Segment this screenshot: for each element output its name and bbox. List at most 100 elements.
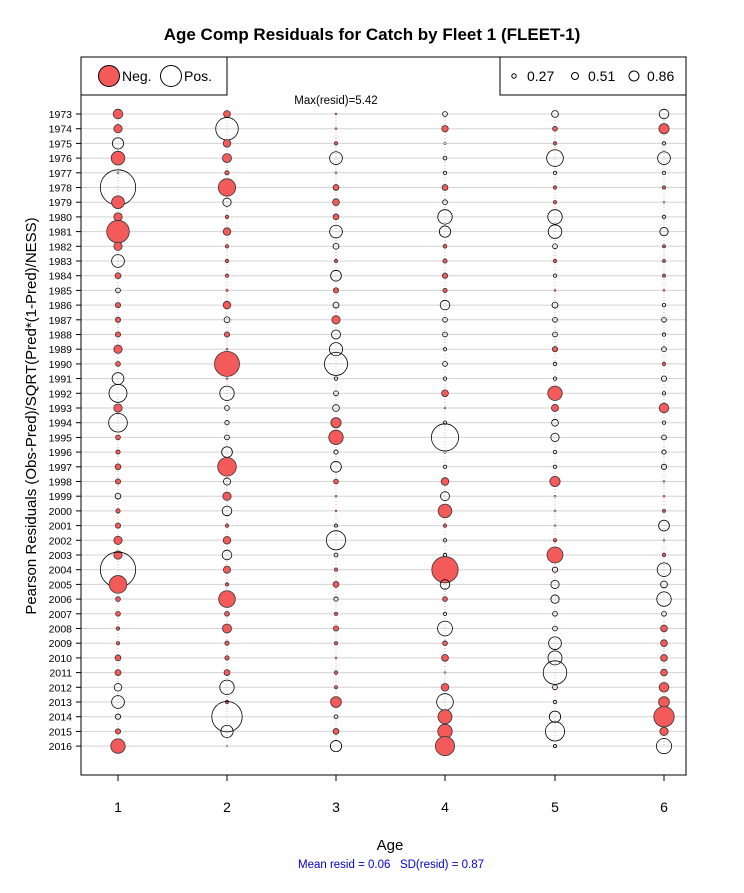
bubble-age1-2006 <box>115 596 121 602</box>
bubble-age5-2004 <box>551 566 559 573</box>
bubble-age3-2003 <box>333 552 339 558</box>
bubble-age6-1973 <box>658 108 670 120</box>
bubble-age3-1973 <box>334 112 338 116</box>
bubble-age1-2008 <box>115 626 121 631</box>
bubble-age5-2001 <box>553 524 557 527</box>
bubble-age3-1984 <box>330 269 342 282</box>
chart-title: Age Comp Residuals for Catch by Fleet 1 … <box>164 25 581 44</box>
x-tick-label: 5 <box>551 799 559 815</box>
bubble-age4-1987 <box>442 316 448 323</box>
bubble-age1-1986 <box>114 302 122 309</box>
bubble-age5-1985 <box>553 289 557 292</box>
y-tick-label: 1999 <box>49 491 73 503</box>
bubble-age1-1987 <box>114 316 122 323</box>
x-tick-label: 2 <box>223 799 231 815</box>
bubble-age4-1995 <box>430 423 459 452</box>
bubble-age4-1989 <box>442 347 448 352</box>
bubble-age2-1979 <box>222 197 232 207</box>
bubble-age4-2004 <box>431 556 459 584</box>
x-tick-label: 1 <box>114 799 122 815</box>
pos-legend-label: Pos. <box>184 68 212 84</box>
bubble-age4-1994 <box>442 420 448 425</box>
bubble-age6-2011 <box>660 668 668 677</box>
bubble-age1-1997 <box>114 463 122 471</box>
bubble-age2-2001 <box>224 523 230 528</box>
bubble-age2-1977 <box>224 170 230 176</box>
bubble-age1-1999 <box>114 492 122 500</box>
y-tick-label: 1982 <box>49 241 73 253</box>
bubble-age6-2016 <box>656 738 673 755</box>
bubble-age4-2012 <box>440 683 450 692</box>
bubble-age5-2013 <box>552 699 558 705</box>
bubble-age3-1991 <box>333 376 339 381</box>
y-tick-label: 2016 <box>49 741 73 753</box>
y-tick-label: 2006 <box>49 594 73 606</box>
bubble-age2-2014 <box>211 701 243 733</box>
bubble-age3-1999 <box>334 494 338 498</box>
max-resid-label: Max(resid)=5.42 <box>294 95 377 107</box>
bubble-age2-2009 <box>224 640 230 646</box>
bubble-age3-2001 <box>334 523 338 528</box>
bubble-age4-2016 <box>434 736 456 757</box>
bubble-age1-2007 <box>115 610 121 617</box>
bubble-age4-2005 <box>439 579 451 590</box>
bubble-age2-1990 <box>214 351 240 377</box>
bubble-age6-2010 <box>660 654 668 662</box>
bubble-age4-2001 <box>442 523 448 528</box>
bubble-age1-2012 <box>113 683 123 692</box>
bubble-age2-2016 <box>226 745 228 747</box>
bubble-age3-1998 <box>333 478 339 485</box>
bubble-age2-1993 <box>224 405 230 411</box>
bubble-age6-1995 <box>661 434 667 441</box>
pos-legend-circle <box>160 65 182 87</box>
bubble-age3-2004 <box>333 567 339 572</box>
y-tick-label: 2002 <box>49 535 73 547</box>
bubble-age6-1983 <box>662 259 666 263</box>
bubble-age2-1998 <box>223 477 231 486</box>
bubble-age3-2015 <box>332 728 340 735</box>
y-tick-label: 2015 <box>49 726 73 738</box>
stats-label: Mean resid = 0.06 SD(resid) = 0.87 <box>298 859 484 871</box>
bubble-age3-1997 <box>330 461 342 473</box>
bubble-age3-2002 <box>325 530 347 551</box>
bubble-age2-1989 <box>225 347 229 351</box>
bubble-age6-2015 <box>659 726 669 736</box>
y-tick-label: 1998 <box>49 477 73 489</box>
bubble-age1-1976 <box>110 150 126 166</box>
bubble-age4-1997 <box>442 464 448 469</box>
bubble-age3-2009 <box>333 641 339 646</box>
x-tick-label: 4 <box>441 799 449 815</box>
bubble-age1-2001 <box>114 522 122 529</box>
bubble-age4-2014 <box>437 709 453 725</box>
y-tick-label: 2005 <box>49 579 73 591</box>
bubble-age1-1994 <box>108 412 128 433</box>
y-tick-label: 1995 <box>49 432 73 444</box>
bubble-age5-2015 <box>544 721 566 742</box>
bubble-age6-1992 <box>661 391 667 396</box>
bubble-age3-2000 <box>334 509 338 513</box>
bubble-age5-1974 <box>552 125 558 132</box>
bubble-age6-1981 <box>659 227 669 237</box>
bubble-age3-2016 <box>329 740 343 753</box>
bubble-age4-1980 <box>437 209 453 225</box>
bubble-age1-2016 <box>110 738 126 754</box>
y-tick-label: 1974 <box>49 124 73 136</box>
bubble-age6-1977 <box>661 170 667 175</box>
bubble-age1-1982 <box>113 241 123 251</box>
bubble-age6-2007 <box>661 610 667 617</box>
bubble-age2-2003 <box>221 549 233 561</box>
bubble-age4-1998 <box>440 477 450 486</box>
bubble-age5-1980 <box>547 209 563 225</box>
bubble-age3-2012 <box>334 685 338 690</box>
bubble-age4-1996 <box>443 450 447 454</box>
y-tick-label: 1993 <box>49 403 73 415</box>
bubble-age6-1982 <box>662 244 666 249</box>
y-tick-label: 2014 <box>49 712 73 724</box>
y-tick-label: 1978 <box>49 183 73 195</box>
bubble-age6-2012 <box>658 682 670 693</box>
y-tick-label: 1988 <box>49 330 73 342</box>
bubble-age1-1980 <box>113 212 123 222</box>
bubble-age1-1992 <box>108 383 128 403</box>
y-tick-label: 2011 <box>49 668 72 680</box>
y-tick-label: 1984 <box>49 271 73 283</box>
